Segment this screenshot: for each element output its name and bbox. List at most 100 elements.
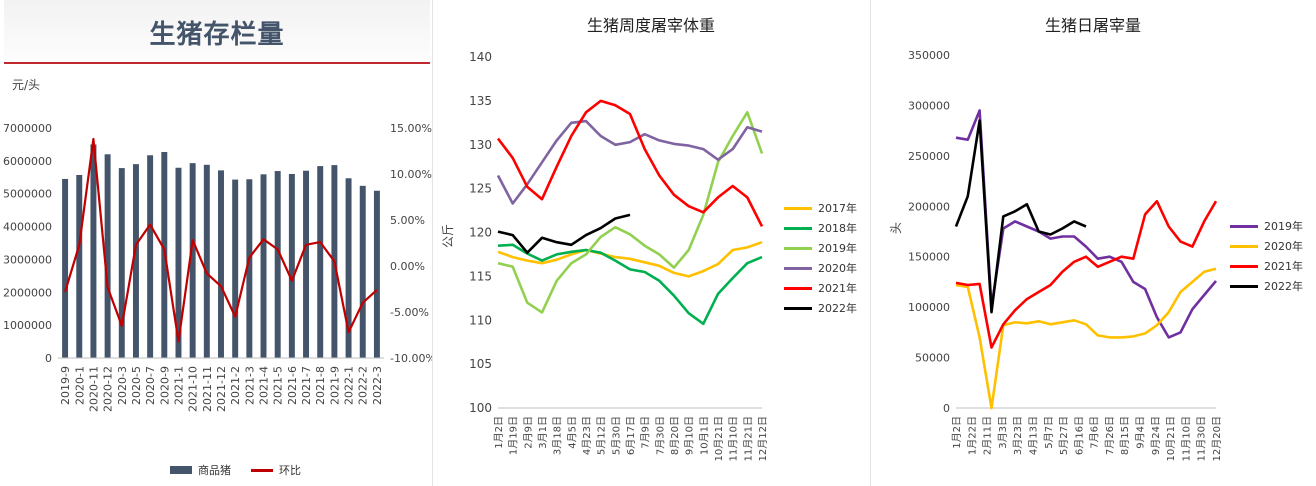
x-tick-label: 2021-12 — [215, 366, 228, 412]
x-tick-label: 3月3日 — [997, 416, 1009, 449]
bar — [274, 171, 281, 358]
chart-banner: 生猪存栏量 — [4, 0, 430, 64]
y2-tick-label: 15.00% — [390, 122, 432, 135]
y-tick-label: 150000 — [908, 251, 950, 264]
legend-item: 2021年 — [1230, 256, 1303, 276]
y-tick-label: 200000 — [908, 200, 950, 213]
x-tick-label: 1月22日 — [966, 416, 978, 455]
bar — [260, 174, 267, 358]
legend-swatch — [784, 266, 812, 270]
y-tick-label: 100000 — [908, 301, 950, 314]
legend: 2019年 2020年 2021年 2022年 — [1230, 216, 1303, 296]
x-tick-label: 4月5日 — [566, 416, 578, 449]
legend: 2017年 2018年 2019年 2020年 2021年 2022年 — [784, 198, 857, 318]
x-tick-label: 4月23日 — [581, 416, 593, 455]
bar — [359, 185, 366, 358]
line-series-2020年 — [955, 267, 1217, 410]
x-tick-label: 9月10日 — [684, 416, 696, 455]
chart-title: 生猪日屠宰量 — [1044, 16, 1141, 35]
x-tick-label: 7月30日 — [654, 416, 666, 455]
y-tick-label: 250000 — [908, 150, 950, 163]
chart-title: 生猪存栏量 — [149, 20, 285, 50]
x-tick-label: 2022-3 — [371, 366, 384, 405]
x-tick-label: 1月2日 — [951, 416, 963, 449]
y-tick-label: 100 — [469, 401, 492, 415]
legend-label: 2019年 — [818, 242, 857, 255]
y-tick-label: 300000 — [908, 99, 950, 112]
line-series-2021年 — [496, 99, 764, 227]
legend-swatch — [784, 246, 812, 250]
x-tick-label: 6月17日 — [625, 416, 637, 455]
x-tick-label: 12月12日 — [757, 416, 769, 461]
x-tick-label: 2021-1 — [172, 366, 185, 405]
legend-item: 2020年 — [1230, 236, 1303, 256]
y-tick-label: 140 — [469, 50, 492, 64]
x-tick-label: 9月24日 — [1150, 416, 1162, 455]
y-tick-label: 0 — [943, 402, 950, 415]
line-series-2017年 — [497, 240, 763, 278]
legend-label-bar: 商品猪 — [198, 464, 231, 477]
legend-item: 2019年 — [784, 238, 857, 258]
x-tick-label: 7月6日 — [1089, 416, 1101, 449]
y2-tick-label: 10.00% — [390, 168, 432, 181]
x-tick-label: 9月4日 — [1135, 416, 1147, 449]
y-tick-label: 2000000 — [3, 286, 52, 299]
bar — [203, 164, 210, 358]
bar — [175, 167, 182, 358]
legend-label: 2021年 — [818, 282, 857, 295]
line-series-2022年 — [954, 119, 1087, 314]
x-tick-label: 7月26日 — [1104, 416, 1116, 455]
legend-label: 2018年 — [818, 222, 857, 235]
bar — [288, 174, 295, 358]
y-tick-label: 350000 — [908, 49, 950, 62]
x-tick-label: 12月20日 — [1211, 416, 1223, 461]
x-tick-label: 1月2日 — [493, 416, 505, 449]
x-tick-label: 2021-8 — [314, 366, 327, 405]
bar — [90, 144, 97, 358]
bar — [147, 155, 154, 358]
x-tick-label: 2021-9 — [328, 366, 341, 405]
x-tick-label: 2021-5 — [272, 366, 285, 405]
legend-label: 2021年 — [1264, 260, 1303, 273]
y-tick-label: 105 — [469, 357, 492, 371]
bar — [189, 163, 196, 358]
x-tick-label: 3月23日 — [1012, 416, 1024, 455]
legend-swatch — [1230, 264, 1258, 268]
weekly-slaughter-weight-panel: 生猪周度屠宰体重 100 105 110 115 120 125 130 135 140 1月2日… — [432, 0, 870, 486]
x-tick-label: 10月21日 — [1165, 416, 1177, 461]
x-tick-label: 5月7日 — [1043, 416, 1055, 449]
x-tick-label: 5月12日 — [596, 416, 608, 455]
daily-slaughter-volume-panel: 生猪日屠宰量 0 50000 100000 150000 200000 250000 300… — [870, 0, 1316, 486]
chart-title: 生猪周度屠宰体重 — [586, 16, 715, 35]
slaughter-volume-line-chart: 0 50000 100000 150000 200000 250000 300000 3500… — [889, 49, 1223, 461]
y-axis-label: 头 — [889, 222, 903, 234]
y-tick-label: 120 — [469, 226, 492, 240]
legend-item: 2019年 — [1230, 216, 1303, 236]
livestock-inventory-panel: 生猪存栏量 元/头 0 1000000 2000000 3000000 4000000 5… — [0, 0, 432, 486]
x-tick-label: 8月20日 — [669, 416, 681, 455]
y-tick-label: 130 — [469, 138, 492, 152]
y-tick-label: 1000000 — [3, 319, 52, 332]
y-tick-label: 0 — [45, 352, 52, 365]
line-series-2021年 — [955, 199, 1218, 349]
y2-tick-label: -5.00% — [390, 306, 429, 319]
x-tick-label: 2020-9 — [158, 366, 171, 405]
bar — [317, 166, 324, 358]
legend-label: 2020年 — [818, 262, 857, 275]
y-tick-label: 5000000 — [3, 188, 52, 201]
y-axis-label: 公斤 — [441, 224, 455, 248]
bar — [218, 170, 224, 358]
bar — [104, 154, 111, 358]
y-tick-label: 3000000 — [3, 253, 52, 266]
bar — [345, 178, 352, 358]
line-series-2019年 — [955, 109, 1217, 339]
x-tick-label: 2022-2 — [357, 366, 370, 405]
x-tick-label: 2021-2 — [229, 366, 242, 405]
x-tick-label: 2月11日 — [982, 416, 994, 455]
line-series-2018年 — [497, 243, 763, 326]
bar — [232, 179, 239, 358]
legend-swatch-bar — [170, 466, 192, 474]
x-tick-label: 2019-9 — [59, 366, 72, 405]
legend-item: 2022年 — [1230, 276, 1303, 296]
x-tick-label: 2020-3 — [116, 366, 129, 405]
